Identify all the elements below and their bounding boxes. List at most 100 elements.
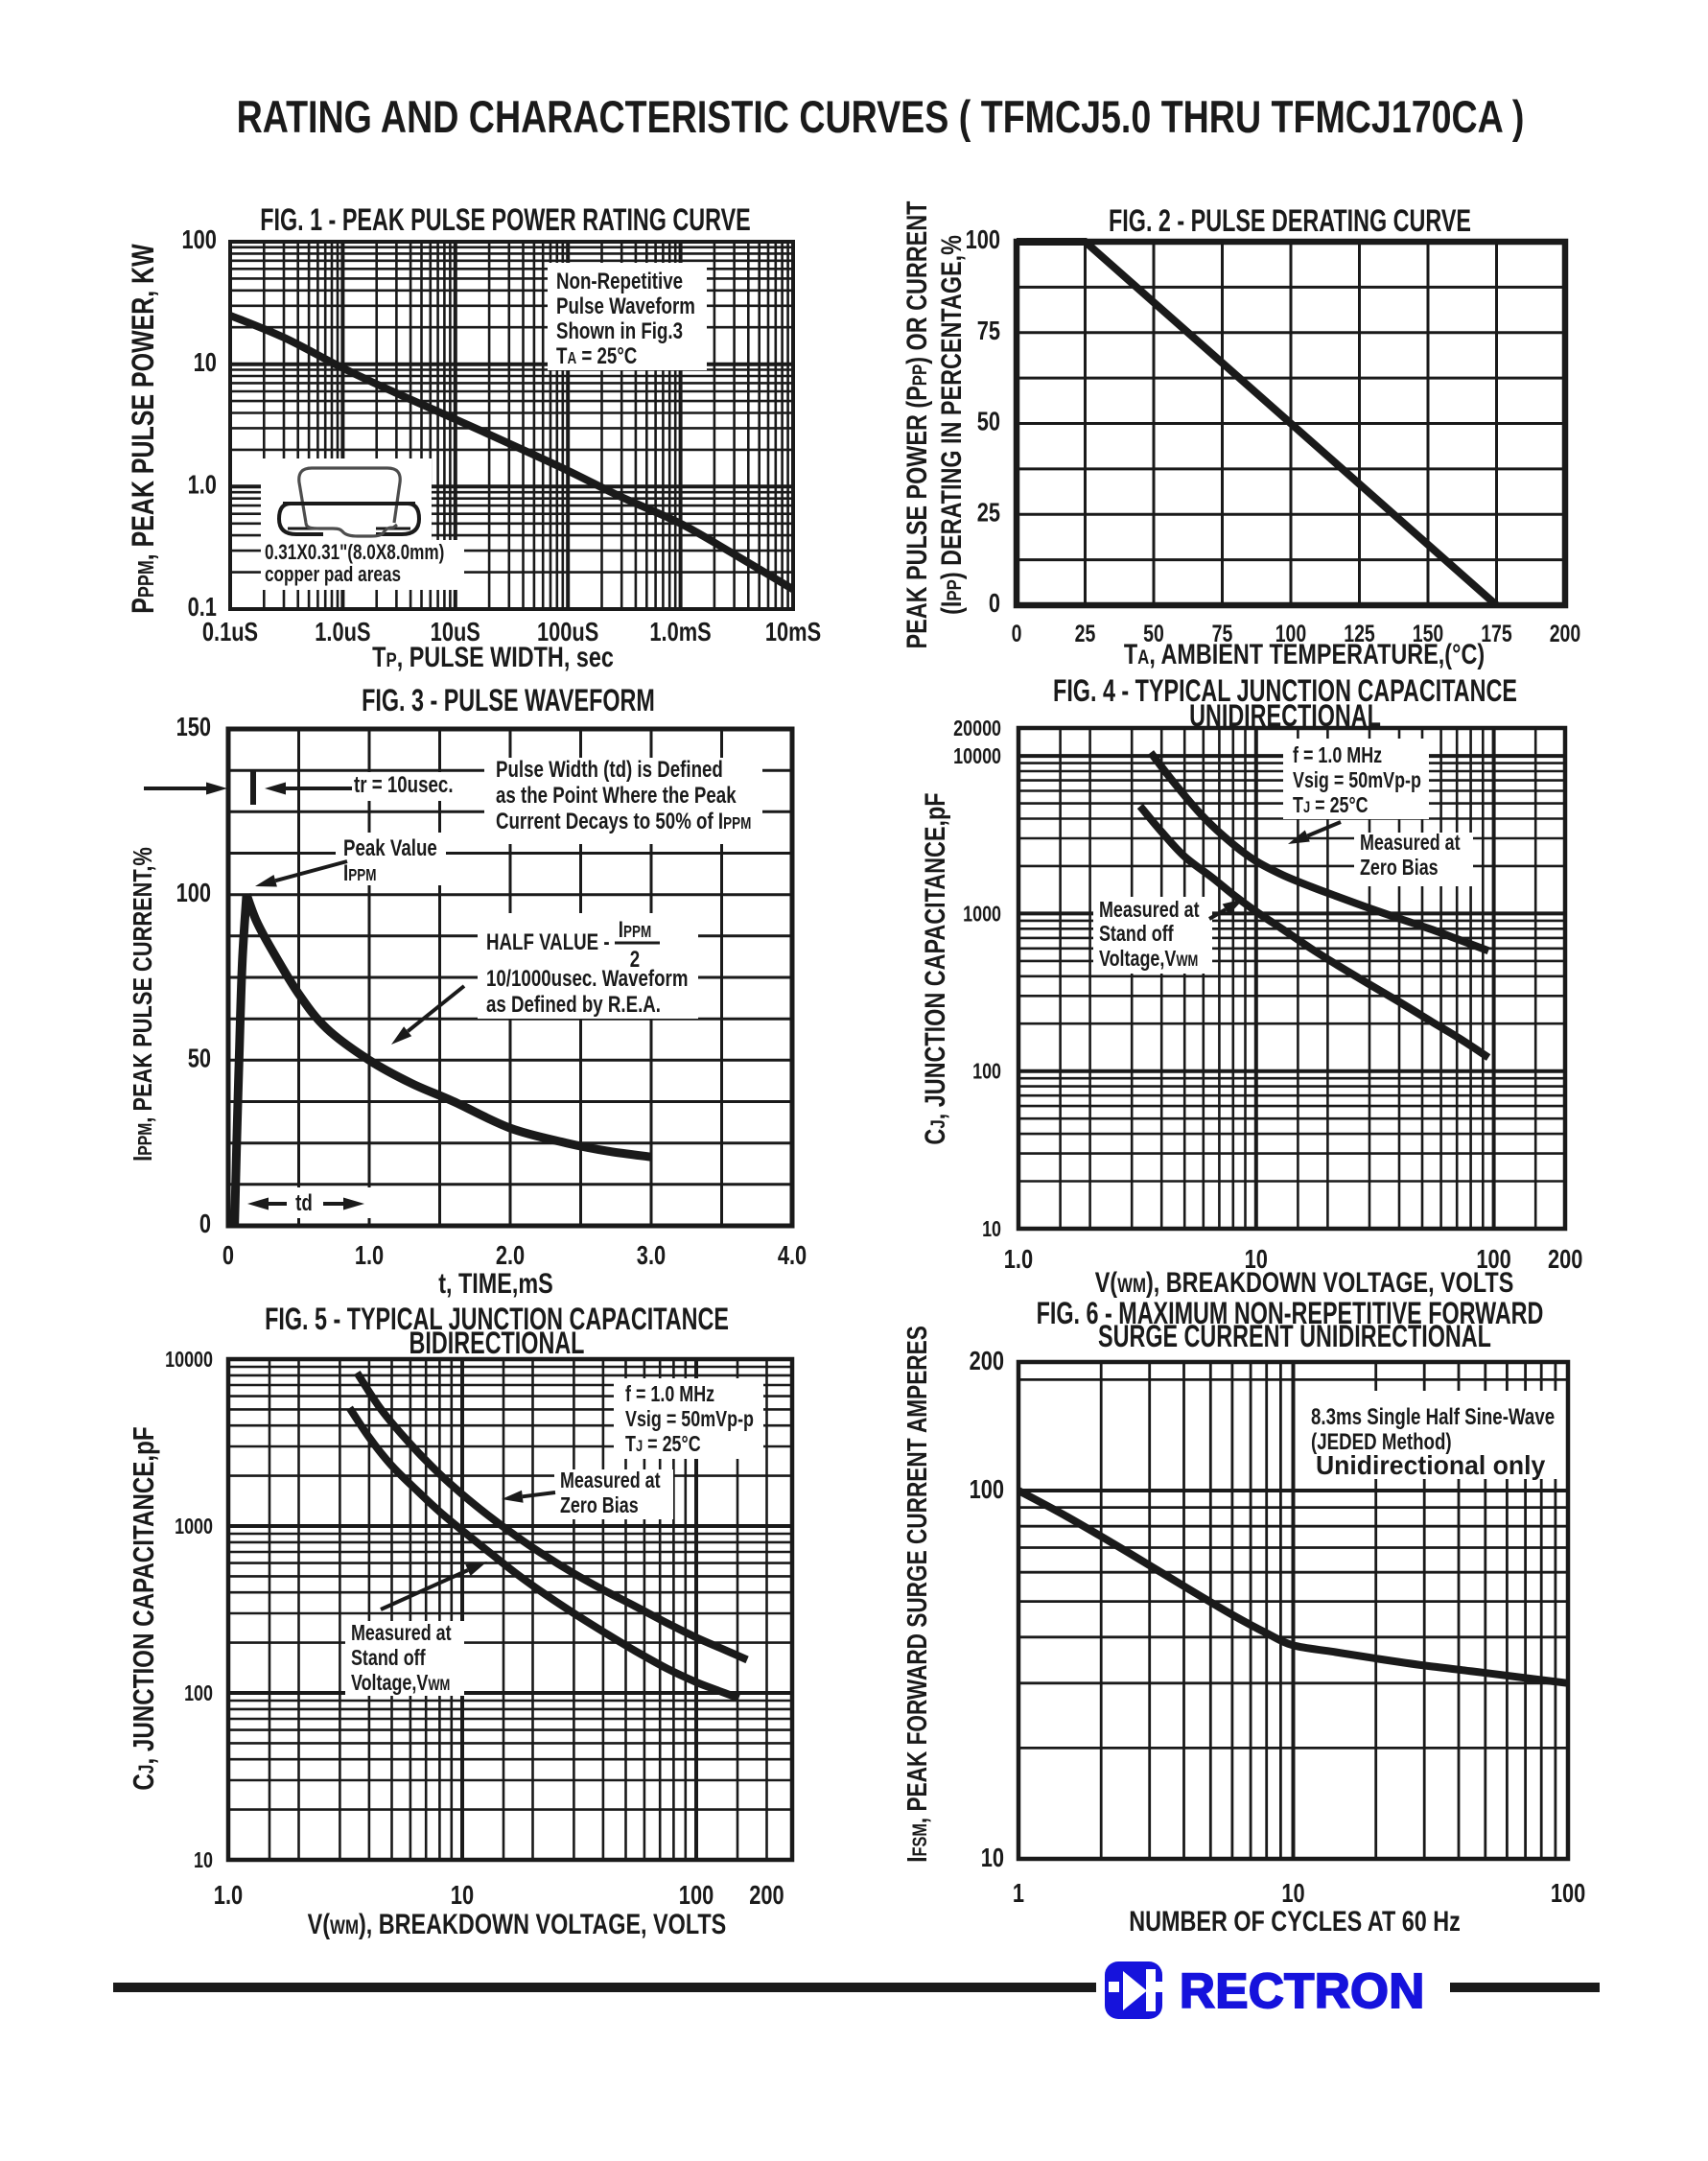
svg-text:150: 150 [176, 713, 211, 742]
svg-text:f = 1.0 MHz: f = 1.0 MHz [625, 1382, 714, 1407]
svg-text:75: 75 [977, 316, 1000, 345]
svg-text:100: 100 [966, 225, 1000, 255]
svg-text:100: 100 [176, 878, 211, 907]
svg-text:10: 10 [1281, 1878, 1304, 1908]
svg-text:0: 0 [222, 1240, 234, 1270]
svg-text:150: 150 [1413, 621, 1444, 647]
svg-text:UNIDIRECTIONAL: UNIDIRECTIONAL [1189, 698, 1381, 732]
svg-text:f = 1.0 MHz: f = 1.0 MHz [1293, 743, 1382, 768]
svg-text:td: td [295, 1190, 313, 1216]
svg-text:NUMBER OF CYCLES AT 60 Hz: NUMBER OF CYCLES AT 60 Hz [1129, 1905, 1461, 1937]
svg-text:FIG. 3 - PULSE WAVEFORM: FIG. 3 - PULSE WAVEFORM [362, 683, 655, 716]
svg-text:50: 50 [1143, 621, 1164, 647]
svg-text:Pulse Width (td) is Defined: Pulse Width (td) is Defined [496, 757, 723, 783]
svg-text:Measured at: Measured at [351, 1621, 452, 1646]
svg-text:1000: 1000 [175, 1515, 213, 1539]
svg-text:2.0: 2.0 [496, 1240, 525, 1270]
svg-text:FIG. 1 - PEAK PULSE POWER RATI: FIG. 1 - PEAK PULSE POWER RATING CURVE [260, 202, 751, 236]
svg-text:t, TIME,mS: t, TIME,mS [438, 1267, 553, 1299]
svg-text:10: 10 [982, 1217, 1001, 1242]
svg-text:25: 25 [977, 498, 1000, 528]
svg-text:0.1: 0.1 [188, 593, 217, 622]
svg-text:100: 100 [1476, 1244, 1510, 1274]
svg-text:50: 50 [188, 1044, 211, 1073]
svg-text:RATING AND CHARACTERISTIC CURV: RATING AND CHARACTERISTIC CURVES ( TFMCJ… [237, 92, 1525, 143]
svg-text:(IPP) DERATING IN PERCENTAGE,%: (IPP) DERATING IN PERCENTAGE,% [935, 235, 967, 615]
svg-text:Non-Repetitive: Non-Repetitive [556, 269, 683, 294]
svg-text:1: 1 [1013, 1878, 1024, 1908]
svg-text:Vsig = 50mVp-p: Vsig = 50mVp-p [1293, 768, 1421, 793]
svg-text:SURGE CURRENT UNIDIRECTIONAL: SURGE CURRENT UNIDIRECTIONAL [1098, 1319, 1491, 1352]
svg-text:TA, AMBIENT TEMPERATURE,(°C): TA, AMBIENT TEMPERATURE,(°C) [1124, 638, 1485, 669]
svg-text:FIG. 6 - MAXIMUM NON-REPETITIV: FIG. 6 - MAXIMUM NON-REPETITIVE FORWARD [1037, 1296, 1544, 1329]
svg-text:10: 10 [451, 1880, 474, 1910]
svg-text:1.0: 1.0 [355, 1240, 384, 1270]
svg-text:100: 100 [1275, 621, 1307, 647]
svg-text:HALF VALUE -: HALF VALUE - [486, 929, 610, 955]
svg-text:Stand off: Stand off [1099, 922, 1174, 947]
svg-text:10uS: 10uS [431, 617, 480, 646]
svg-text:CJ, JUNCTION CAPACITANCE,pF: CJ, JUNCTION CAPACITANCE,pF [919, 792, 950, 1144]
svg-text:4.0: 4.0 [778, 1240, 807, 1270]
svg-text:10000: 10000 [165, 1348, 213, 1373]
svg-text:100: 100 [1551, 1878, 1585, 1908]
svg-text:1000: 1000 [963, 902, 1001, 927]
svg-text:BIDIRECTIONAL: BIDIRECTIONAL [409, 1326, 585, 1359]
svg-text:100: 100 [182, 225, 217, 255]
svg-text:10: 10 [1245, 1244, 1268, 1274]
svg-text:FIG. 5 - TYPICAL JUNCTION CAPA: FIG. 5 - TYPICAL JUNCTION CAPACITANCE [265, 1302, 729, 1335]
svg-text:1.0: 1.0 [214, 1880, 243, 1910]
svg-text:200: 200 [970, 1346, 1004, 1375]
svg-text:1.0: 1.0 [1004, 1244, 1033, 1274]
svg-text:0: 0 [1012, 621, 1022, 647]
svg-text:V(WM), BREAKDOWN VOLTAGE, VOLT: V(WM), BREAKDOWN VOLTAGE, VOLTS [1095, 1266, 1514, 1298]
svg-text:IPPM, PEAK PULSE CURRENT,%: IPPM, PEAK PULSE CURRENT,% [128, 847, 157, 1162]
svg-text:8.3ms Single Half Sine-Wave: 8.3ms Single Half Sine-Wave [1311, 1404, 1555, 1430]
svg-text:25: 25 [1075, 621, 1096, 647]
svg-text:Stand off: Stand off [351, 1646, 426, 1671]
svg-text:20000: 20000 [953, 716, 1001, 741]
svg-text:Unidirectional only: Unidirectional only [1316, 1449, 1546, 1480]
svg-text:10: 10 [981, 1843, 1004, 1872]
svg-text:Voltage,VWM: Voltage,VWM [351, 1671, 450, 1696]
svg-text:50: 50 [977, 407, 1000, 436]
svg-text:RECTRON: RECTRON [1180, 1963, 1425, 2018]
svg-text:10mS: 10mS [765, 617, 821, 646]
svg-text:10/1000usec. Waveform: 10/1000usec. Waveform [486, 966, 688, 992]
svg-text:3.0: 3.0 [637, 1240, 666, 1270]
svg-text:10000: 10000 [953, 744, 1001, 769]
svg-text:FIG. 4 - TYPICAL JUNCTION CAPA: FIG. 4 - TYPICAL JUNCTION CAPACITANCE [1053, 673, 1517, 707]
svg-text:Peak Value: Peak Value [343, 835, 437, 861]
svg-text:1.0uS: 1.0uS [315, 617, 370, 646]
svg-text:100: 100 [184, 1681, 213, 1706]
svg-text:75: 75 [1212, 621, 1233, 647]
svg-text:200: 200 [1548, 1244, 1582, 1274]
svg-text:0: 0 [199, 1210, 211, 1239]
svg-text:100: 100 [970, 1474, 1004, 1504]
svg-text:FIG. 2 - PULSE DERATING CURVE: FIG. 2 - PULSE DERATING CURVE [1109, 203, 1471, 237]
svg-text:CJ, JUNCTION CAPACITANCE,pF: CJ, JUNCTION CAPACITANCE,pF [127, 1426, 160, 1790]
svg-text:Measured at: Measured at [1360, 831, 1461, 856]
svg-text:100uS: 100uS [537, 617, 598, 646]
svg-text:PEAK PULSE POWER (PPP) OR CURR: PEAK PULSE POWER (PPP) OR CURRENT [901, 200, 932, 648]
svg-text:Zero Bias: Zero Bias [560, 1493, 639, 1518]
svg-text:100: 100 [679, 1880, 714, 1910]
svg-text:10: 10 [194, 347, 217, 377]
svg-text:TP, PULSE WIDTH, sec: TP, PULSE WIDTH, sec [372, 641, 614, 672]
svg-text:Measured at: Measured at [1099, 898, 1200, 923]
svg-text:1.0: 1.0 [188, 470, 217, 500]
svg-text:100: 100 [972, 1060, 1001, 1085]
svg-text:Shown in Fig.3: Shown in Fig.3 [556, 318, 683, 344]
svg-text:0: 0 [989, 589, 1000, 619]
svg-text:Measured at: Measured at [560, 1468, 661, 1493]
svg-text:(JEDED Method): (JEDED Method) [1311, 1429, 1452, 1455]
svg-text:0.31X0.31"(8.0X8.0mm): 0.31X0.31"(8.0X8.0mm) [265, 541, 444, 565]
svg-text:copper pad areas: copper pad areas [265, 563, 401, 587]
svg-text:Current Decays to 50% of IPPM: Current Decays to 50% of IPPM [496, 809, 751, 834]
svg-text:125: 125 [1344, 621, 1375, 647]
svg-text:V(WM), BREAKDOWN VOLTAGE, VOLT: V(WM), BREAKDOWN VOLTAGE, VOLTS [308, 1908, 727, 1939]
svg-text:200: 200 [1550, 621, 1581, 647]
svg-text:2: 2 [630, 947, 640, 973]
svg-text:200: 200 [749, 1880, 784, 1910]
svg-text:as the Point Where the Peak: as the Point Where the Peak [496, 783, 737, 809]
